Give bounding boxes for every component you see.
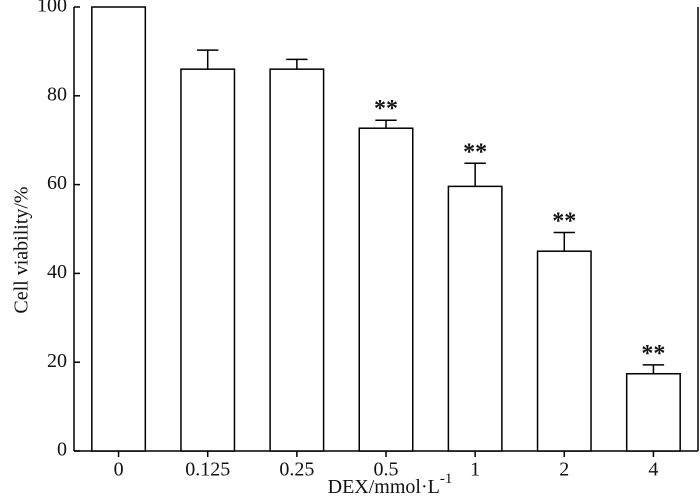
bar bbox=[447, 185, 503, 452]
y-tick-label: 80 bbox=[47, 83, 67, 105]
y-tick-label: 40 bbox=[47, 261, 67, 283]
y-axis-title: Cell viability/% bbox=[11, 186, 33, 313]
y-tick-label: 20 bbox=[47, 350, 67, 372]
bar bbox=[91, 6, 147, 452]
significance-mark: ** bbox=[463, 139, 487, 165]
x-tick-label: 0 bbox=[114, 459, 124, 481]
x-tick-label: 1 bbox=[470, 459, 480, 481]
x-tick-label: 4 bbox=[648, 459, 658, 481]
y-tick-label: 0 bbox=[57, 439, 67, 461]
significance-mark: ** bbox=[641, 341, 665, 367]
plot-area: 0 20 40 60 80 100 0 0.125 0.25 0.5 ** 1 ** 2 ** 4 ** bbox=[37, 0, 699, 481]
bar bbox=[358, 127, 414, 452]
x-tick-label: 0.125 bbox=[185, 459, 230, 481]
y-tick-label: 100 bbox=[37, 0, 67, 17]
y-tick-label: 60 bbox=[47, 172, 67, 194]
x-tick-label: 2 bbox=[559, 459, 569, 481]
x-axis-title: DEX/mmol·L-1 bbox=[328, 471, 453, 498]
bar bbox=[536, 250, 592, 452]
bar bbox=[625, 372, 681, 452]
bar bbox=[269, 68, 325, 452]
significance-mark: ** bbox=[552, 209, 576, 235]
x-axis-title-main: DEX/mmol·L bbox=[328, 476, 440, 498]
x-axis-title-superscript: -1 bbox=[440, 471, 453, 487]
x-tick-label: 0.25 bbox=[279, 459, 314, 481]
bar bbox=[180, 68, 236, 452]
significance-mark: ** bbox=[374, 96, 398, 122]
x-tick-label: 0.5 bbox=[374, 459, 399, 481]
